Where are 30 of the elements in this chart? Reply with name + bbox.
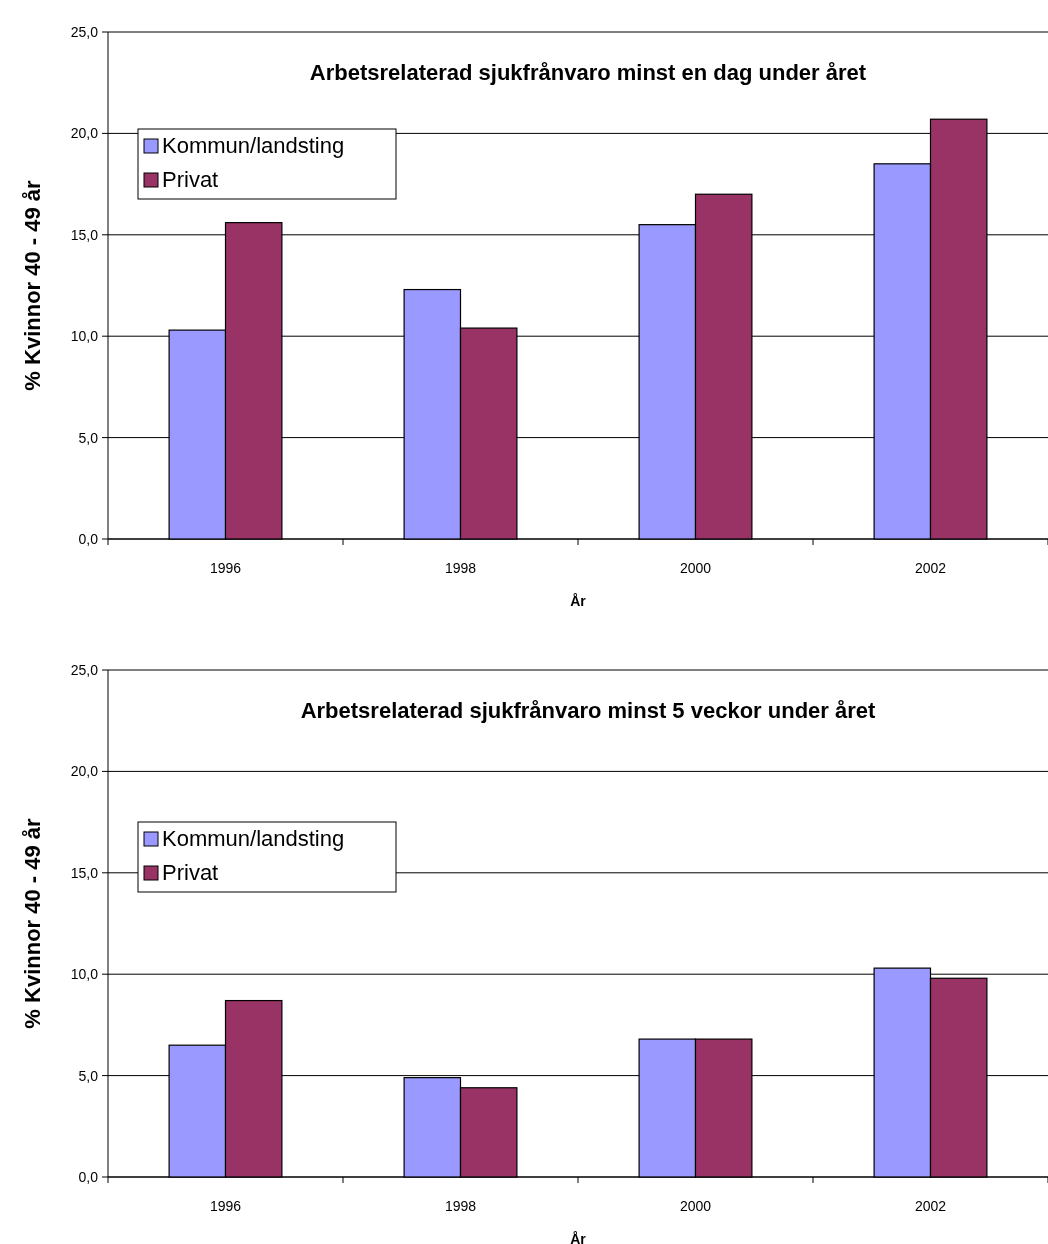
x-tick-label: 2002 xyxy=(914,560,947,576)
y-tick-label: 25,0 xyxy=(70,23,99,40)
x-tick-label: 1998 xyxy=(444,1198,477,1214)
y-axis-title: % Kvinnor 40 - 49 år xyxy=(20,817,45,1029)
x-tick-label: 2000 xyxy=(679,560,712,576)
y-tick-label: 5,0 xyxy=(78,429,99,446)
text: Arbetsrelaterad sjukfrånvaro minst 5 veckor under året xyxy=(300,698,876,723)
x-tick-label: 1998 xyxy=(444,560,477,576)
y-tick-label: 15,0 xyxy=(70,226,99,243)
x-tick-label: 1996 xyxy=(209,1198,242,1214)
legend-label: Privat xyxy=(162,167,219,192)
legend-label: Kommun/landsting xyxy=(162,826,345,851)
legend-label: Kommun/landsting xyxy=(162,133,345,158)
y-tick-label: 15,0 xyxy=(70,864,99,881)
x-axis-title: År xyxy=(570,1231,587,1244)
legend-label: Privat xyxy=(162,860,219,885)
y-tick-label: 0,0 xyxy=(78,1168,99,1185)
text: Arbetsrelaterad sjukfrånvaro minst en dag under året xyxy=(309,60,867,85)
x-tick-label: 2000 xyxy=(679,1198,712,1214)
y-tick-label: 20,0 xyxy=(70,125,99,142)
y-tick-label: 0,0 xyxy=(78,530,99,547)
x-axis-title: År xyxy=(570,593,587,609)
x-tick-label: 2002 xyxy=(914,1198,947,1214)
y-tick-label: 20,0 xyxy=(70,763,99,780)
y-tick-label: 10,0 xyxy=(70,328,99,345)
y-axis-title: % Kvinnor 40 - 49 år xyxy=(20,179,45,391)
y-tick-label: 10,0 xyxy=(70,966,99,983)
y-tick-label: 5,0 xyxy=(78,1067,99,1084)
y-tick-label: 25,0 xyxy=(70,661,99,678)
x-tick-label: 1996 xyxy=(209,560,242,576)
